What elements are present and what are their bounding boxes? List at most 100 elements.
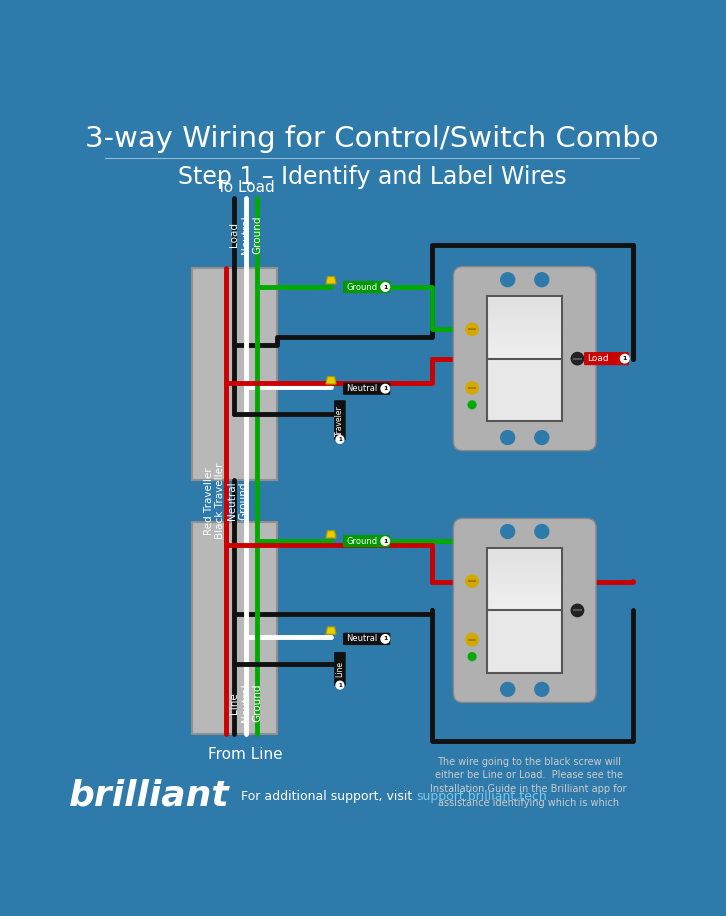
Bar xyxy=(489,314,560,316)
Circle shape xyxy=(501,431,515,444)
Text: Ground: Ground xyxy=(238,482,248,520)
Text: support.brilliant.tech: support.brilliant.tech xyxy=(416,791,547,803)
Text: Ground: Ground xyxy=(253,683,262,722)
Bar xyxy=(489,605,560,607)
Text: 1: 1 xyxy=(383,637,388,641)
Circle shape xyxy=(621,354,629,363)
Bar xyxy=(489,324,560,326)
Circle shape xyxy=(531,269,552,290)
Bar xyxy=(489,300,560,301)
Bar xyxy=(489,562,560,563)
Circle shape xyxy=(466,575,478,587)
Bar xyxy=(489,570,560,572)
Text: 1: 1 xyxy=(338,682,342,688)
Text: 1: 1 xyxy=(338,437,342,442)
Circle shape xyxy=(571,353,584,365)
Text: Ground: Ground xyxy=(346,282,378,291)
Circle shape xyxy=(501,525,515,539)
Polygon shape xyxy=(326,627,336,634)
Circle shape xyxy=(497,520,518,542)
Bar xyxy=(489,604,560,605)
Circle shape xyxy=(497,269,518,290)
Text: Neutral: Neutral xyxy=(346,635,378,643)
Bar xyxy=(489,320,560,322)
Circle shape xyxy=(466,382,478,394)
Bar xyxy=(489,326,560,328)
Bar xyxy=(489,565,560,568)
Bar xyxy=(489,311,560,314)
Bar xyxy=(489,348,560,350)
Circle shape xyxy=(535,431,549,444)
Bar xyxy=(489,580,560,582)
Circle shape xyxy=(466,634,478,646)
Text: From Line: From Line xyxy=(208,747,283,762)
Text: Red Traveller: Red Traveller xyxy=(203,467,213,535)
Circle shape xyxy=(381,283,390,291)
Bar xyxy=(489,336,560,338)
Bar xyxy=(489,355,560,358)
FancyBboxPatch shape xyxy=(584,352,629,365)
Circle shape xyxy=(501,273,515,287)
Bar xyxy=(489,568,560,570)
Bar xyxy=(489,582,560,583)
Text: Load: Load xyxy=(229,223,239,247)
Bar xyxy=(489,338,560,340)
Polygon shape xyxy=(326,530,336,538)
Circle shape xyxy=(531,427,552,448)
FancyBboxPatch shape xyxy=(343,535,391,547)
FancyBboxPatch shape xyxy=(454,267,596,451)
Circle shape xyxy=(336,436,344,443)
Bar xyxy=(489,342,560,344)
Bar xyxy=(489,333,560,336)
FancyBboxPatch shape xyxy=(334,652,346,686)
Circle shape xyxy=(381,537,390,545)
Bar xyxy=(489,306,560,308)
Bar xyxy=(489,330,560,332)
Bar xyxy=(489,344,560,346)
Circle shape xyxy=(535,525,549,539)
Bar xyxy=(489,350,560,352)
Bar xyxy=(489,597,560,600)
Text: The wire going to the black screw will
either be Line or Load.  Please see the
I: The wire going to the black screw will e… xyxy=(431,757,627,808)
Bar xyxy=(489,563,560,565)
Circle shape xyxy=(501,682,515,696)
Bar xyxy=(489,322,560,324)
Bar xyxy=(489,551,560,553)
Bar xyxy=(489,304,560,306)
Bar xyxy=(489,316,560,318)
Text: Load: Load xyxy=(587,354,609,363)
Bar xyxy=(489,318,560,320)
Circle shape xyxy=(497,427,518,448)
Text: 1: 1 xyxy=(383,387,388,391)
Circle shape xyxy=(468,401,476,409)
Text: Line: Line xyxy=(229,692,239,714)
Polygon shape xyxy=(326,376,336,384)
FancyBboxPatch shape xyxy=(487,548,563,672)
Circle shape xyxy=(466,323,478,335)
Polygon shape xyxy=(326,277,336,284)
Bar xyxy=(489,592,560,594)
Text: For additional support, visit: For additional support, visit xyxy=(241,791,412,803)
Circle shape xyxy=(531,520,552,542)
Bar xyxy=(489,572,560,573)
Bar xyxy=(489,588,560,590)
Bar xyxy=(489,590,560,592)
Circle shape xyxy=(497,679,518,700)
FancyBboxPatch shape xyxy=(343,281,391,293)
Bar xyxy=(192,267,277,479)
Bar xyxy=(489,553,560,556)
Bar xyxy=(489,301,560,304)
Bar xyxy=(489,600,560,602)
Text: Traveler: Traveler xyxy=(335,405,344,436)
Bar xyxy=(489,558,560,560)
Text: Ground: Ground xyxy=(346,537,378,546)
Text: Neutral: Neutral xyxy=(227,482,237,520)
Circle shape xyxy=(535,273,549,287)
FancyBboxPatch shape xyxy=(487,296,563,421)
Bar xyxy=(489,602,560,604)
Text: 3-way Wiring for Control/Switch Combo: 3-way Wiring for Control/Switch Combo xyxy=(85,125,659,153)
Text: 1: 1 xyxy=(383,539,388,543)
Bar xyxy=(489,550,560,551)
Bar xyxy=(489,332,560,333)
FancyBboxPatch shape xyxy=(343,383,391,395)
